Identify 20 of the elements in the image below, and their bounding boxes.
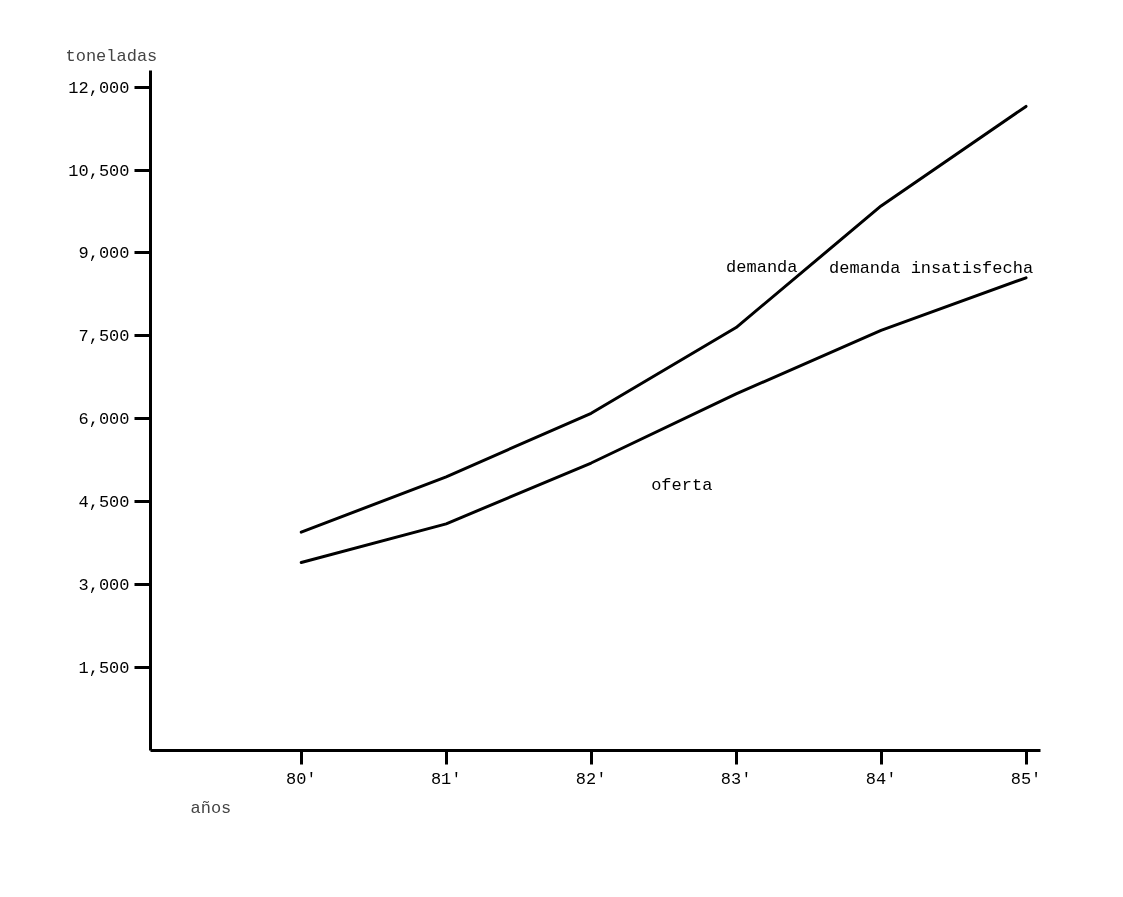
text: oferta bbox=[651, 475, 713, 495]
annotation: demanda insatisfecha bbox=[829, 258, 1034, 278]
y-tick-label: 4,500 bbox=[78, 493, 130, 513]
x-axis-title: años bbox=[190, 798, 232, 818]
x-tick-label: 85' bbox=[1010, 769, 1042, 789]
x-tick-label: 80' bbox=[285, 769, 317, 789]
y-tick-label: 12,000 bbox=[68, 78, 130, 98]
x-tick-label: 83' bbox=[720, 769, 752, 789]
x-tick-label: 81' bbox=[430, 769, 462, 789]
line-series bbox=[299, 276, 1028, 565]
x-tick-label: 84' bbox=[865, 769, 897, 789]
series-label: demanda bbox=[726, 258, 798, 278]
y-tick-label: 3,000 bbox=[78, 576, 130, 596]
y-tick-label: 9,000 bbox=[78, 244, 130, 264]
y-tick-label: 10,500 bbox=[68, 161, 130, 181]
y-axis-title: toneladas bbox=[65, 46, 158, 66]
y-tick-label: 7,500 bbox=[78, 327, 130, 347]
y-tick-label: 1,500 bbox=[78, 659, 130, 679]
x-tick-label: 82' bbox=[575, 769, 607, 789]
y-tick-label: 6,000 bbox=[78, 410, 130, 430]
